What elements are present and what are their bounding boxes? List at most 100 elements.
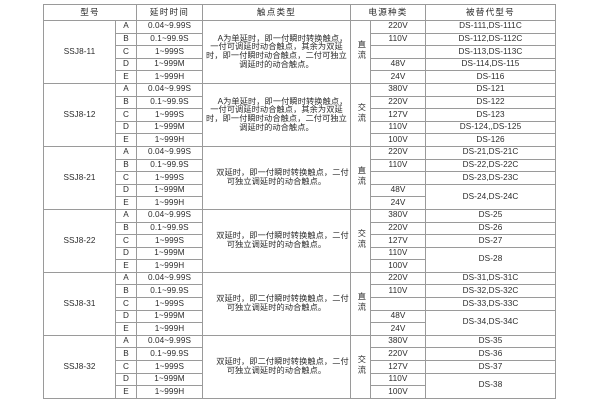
cell-delay-time: 0.1~99.9S: [136, 284, 203, 299]
cell-power-source: 交流: [350, 334, 371, 399]
cell-voltage: [370, 45, 426, 59]
cell-replaced-model: DS-22,DS-22C: [425, 158, 556, 173]
table-row: E 1~999H 100V DS-126: [44, 133, 556, 147]
header-power-source: 电源种类: [350, 4, 426, 21]
cell-delay-time: 1~999S: [136, 108, 203, 122]
cell-voltage: 24V: [370, 322, 426, 336]
cell-contact-type: A为单延时，即一付瞬时转换触点，一付可调延时动合触点，其余为双延时，即一付瞬时动…: [202, 82, 351, 147]
table-row: B 0.1~99.9S 110V DS-32,DS-32C: [44, 284, 556, 299]
cell-delay-time: 1~999S: [136, 45, 203, 59]
table-row: E 1~999H 100V: [44, 385, 556, 399]
table-row: E 1~999H 100V: [44, 259, 556, 273]
cell-letter: B: [115, 284, 137, 299]
cell-replaced-model: DS-111,DS-111C: [425, 20, 556, 34]
cell-power-source: 直流: [350, 145, 371, 210]
cell-delay-time: 0.1~99.9S: [136, 32, 203, 47]
cell-replaced-model: DS-113,DS-113C: [425, 45, 556, 59]
header-contact-type: 触点类型: [202, 4, 351, 21]
cell-replaced-model: DS-112,DS-112C: [425, 32, 556, 47]
cell-delay-time: 1~999S: [136, 360, 203, 374]
cell-letter: D: [115, 57, 137, 72]
cell-voltage: 380V: [370, 208, 426, 223]
cell-delay-time: 0.04~9.99S: [136, 271, 203, 286]
cell-delay-time: 0.04~9.99S: [136, 145, 203, 160]
cell-voltage: 380V: [370, 334, 426, 349]
table-row: C 1~999S DS-23,DS-23C: [44, 171, 556, 185]
cell-replaced-model: DS-38: [425, 372, 556, 399]
cell-voltage: [370, 297, 426, 311]
cell-replaced-model: DS-121: [425, 82, 556, 97]
cell-model: SSJ8-31: [43, 271, 116, 336]
cell-replaced-model: DS-36: [425, 347, 556, 362]
relay-spec-table: 型号 延时时间 触点类型 电源种类 被替代型号 SSJ8-11 A 0.04~9.9…: [43, 4, 556, 399]
cell-letter: E: [115, 133, 137, 147]
table-row: B 0.1~99.9S 220V DS-122: [44, 95, 556, 110]
cell-delay-time: 1~999M: [136, 183, 203, 198]
cell-power-source: 交流: [350, 82, 371, 147]
header-row: 型号 延时时间 触点类型 电源种类 被替代型号: [43, 4, 556, 21]
table-row: D 1~999M 48V DS-24,DS-24C: [44, 183, 556, 210]
table-body: SSJ8-11 A 0.04~9.99S A为单延时，即一付瞬时转换触点，一付可调延时…: [43, 20, 556, 399]
cell-model: SSJ8-22: [43, 208, 116, 273]
table-row: SSJ8-12 A 0.04~9.99S A为单延时，即一付瞬时转换触点，一付可调延时…: [43, 82, 556, 147]
cell-contact-type: 双延时，即一付瞬时转换触点，二付可独立调延时的动合触点。: [202, 145, 351, 210]
cell-replaced-model: DS-24,DS-24C: [425, 183, 556, 210]
cell-letter: C: [115, 234, 137, 248]
cell-delay-time: 1~999H: [136, 322, 203, 336]
cell-voltage: 110V: [370, 158, 426, 173]
cell-voltage: 24V: [370, 196, 426, 210]
cell-letter: B: [115, 221, 137, 236]
cell-replaced-model: DS-21,DS-21C: [425, 145, 556, 160]
cell-letter: C: [115, 297, 137, 311]
cell-voltage: 110V: [370, 120, 426, 135]
cell-voltage: 127V: [370, 234, 426, 248]
cell-letter: E: [115, 196, 137, 210]
cell-delay-time: 1~999M: [136, 309, 203, 324]
cell-voltage: 100V: [370, 385, 426, 399]
cell-voltage: 220V: [370, 20, 426, 34]
table-row: SSJ8-21 A 0.04~9.99S 双延时，即一付瞬时转换触点，二付可独立调延时…: [43, 145, 556, 210]
cell-delay-time: 1~999S: [136, 171, 203, 185]
cell-letter: B: [115, 32, 137, 47]
cell-voltage: 220V: [370, 221, 426, 236]
cell-delay-time: 0.04~9.99S: [136, 20, 203, 34]
cell-contact-type: 双延时，即一付瞬时转换触点，二付可独立调延时的动合触点。: [202, 208, 351, 273]
cell-delay-time: 1~999S: [136, 297, 203, 311]
cell-voltage: 380V: [370, 82, 426, 97]
cell-letter: C: [115, 171, 137, 185]
table-row: D 1~999M 48V DS-34,DS-34C: [44, 309, 556, 336]
cell-replaced-model: DS-114,DS-115: [425, 57, 556, 72]
cell-voltage: 220V: [370, 95, 426, 110]
cell-replaced-model: DS-31,DS-31C: [425, 271, 556, 286]
cell-letter: E: [115, 70, 137, 84]
cell-contact-type: 双延时，即二付瞬时转换触点，二付可独立调延时的动合触点。: [202, 271, 351, 336]
cell-letter: D: [115, 309, 137, 324]
cell-replaced-model: DS-116: [425, 70, 556, 84]
header-model: 型号: [43, 4, 137, 21]
cell-replaced-model: DS-33,DS-33C: [425, 297, 556, 311]
cell-delay-time: 1~999M: [136, 246, 203, 261]
cell-letter: C: [115, 108, 137, 122]
cell-delay-time: 1~999H: [136, 196, 203, 210]
cell-replaced-model: DS-126: [425, 133, 556, 147]
cell-replaced-model: DS-28: [425, 246, 556, 273]
cell-voltage: 48V: [370, 57, 426, 72]
cell-power-source: 直流: [350, 271, 371, 336]
cell-voltage: 127V: [370, 108, 426, 122]
cell-delay-time: 1~999H: [136, 385, 203, 399]
cell-letter: A: [115, 145, 137, 160]
cell-replaced-model: DS-124,,DS-125: [425, 120, 556, 135]
table-row: C 1~999S 127V DS-37: [44, 360, 556, 374]
cell-model: SSJ8-11: [43, 20, 116, 84]
table-row: B 0.1~99.9S 110V DS-112,DS-112C: [44, 32, 556, 47]
cell-delay-time: 0.04~9.99S: [136, 208, 203, 223]
header-delay-time: 延时时间: [136, 4, 203, 21]
cell-letter: A: [115, 208, 137, 223]
cell-letter: B: [115, 347, 137, 362]
cell-model: SSJ8-32: [43, 334, 116, 399]
cell-replaced-model: DS-32,DS-32C: [425, 284, 556, 299]
cell-replaced-model: DS-35: [425, 334, 556, 349]
cell-replaced-model: DS-23,DS-23C: [425, 171, 556, 185]
cell-voltage: 100V: [370, 259, 426, 273]
